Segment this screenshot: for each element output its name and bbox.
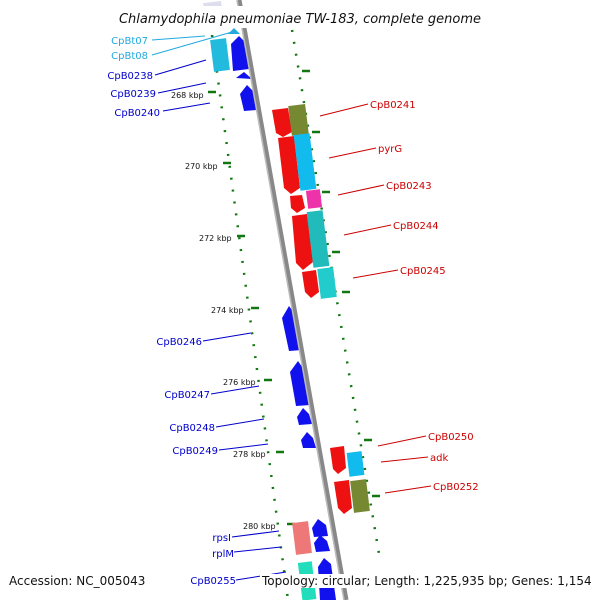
gene-arrow-cpb0245 bbox=[302, 270, 319, 298]
forward-strand-genes bbox=[272, 104, 370, 514]
reverse-gene-labels: CpBt07 CpBt08 CpB0238 CpB0239 CpB0240 Cp… bbox=[107, 36, 236, 587]
tick-label: 278 kbp bbox=[233, 450, 266, 459]
gene-arrow-cpb0243 bbox=[290, 195, 305, 213]
kbp-labels: 268 kbp 270 kbp 272 kbp 274 kbp 276 kbp … bbox=[171, 91, 276, 531]
gene-label: rplM bbox=[212, 549, 234, 560]
gene-label: CpB0238 bbox=[107, 71, 153, 82]
gene-label: CpB0248 bbox=[169, 423, 215, 434]
gene-label: CpB0250 bbox=[428, 432, 474, 443]
diagram-title: Chlamydophila pneumoniae TW-183, complet… bbox=[119, 12, 481, 27]
gene-arrow-cpb0241 bbox=[272, 108, 292, 137]
callout-lines bbox=[151, 31, 432, 581]
gene-arrow-cpb0248 bbox=[297, 408, 312, 425]
gene-arrow-cpb0252 bbox=[334, 480, 352, 514]
gene-arrow-cpb0244 bbox=[292, 214, 313, 270]
gene-label: CpBt07 bbox=[111, 36, 148, 47]
gene-arrow-cpb0250 bbox=[330, 446, 346, 474]
topology-text: Topology: circular; Length: 1,225,935 bp… bbox=[260, 574, 592, 588]
gene-arrow-rpsi-b bbox=[312, 519, 328, 537]
gene-arrow-pyrg bbox=[278, 136, 300, 194]
gene-block-cpb0238 bbox=[210, 38, 230, 72]
backbone bbox=[236, 0, 349, 600]
gene-label: CpB0245 bbox=[400, 266, 446, 277]
tick-marks bbox=[208, 69, 380, 526]
gene-label: CpB0243 bbox=[386, 181, 432, 192]
gene-arrow-rplm bbox=[314, 535, 330, 552]
gene-block-rpsi bbox=[292, 521, 312, 555]
tick-label: 274 kbp bbox=[211, 306, 244, 315]
forward-gene-labels: CpB0241 pyrG CpB0243 CpB0244 CpB0245 CpB… bbox=[370, 100, 479, 493]
gene-label: CpB0249 bbox=[172, 446, 218, 457]
gene-block-cpb0252 bbox=[350, 479, 370, 513]
gene-label: CpB0241 bbox=[370, 100, 416, 111]
gene-block-adk bbox=[346, 451, 365, 477]
tick-label: 272 kbp bbox=[199, 234, 232, 243]
accession-text: Accession: NC_005043 bbox=[9, 574, 146, 588]
gene-block-cpb0244 bbox=[306, 210, 330, 268]
gene-block-pyrg bbox=[293, 133, 317, 191]
reverse-strand-genes bbox=[203, 0, 336, 600]
gene-label: CpB0255 bbox=[190, 576, 236, 587]
gene-arrow-cpb0239 bbox=[236, 72, 252, 79]
gene-label: CpB0247 bbox=[164, 390, 210, 401]
tick-label: 270 kbp bbox=[185, 162, 218, 171]
gene-label: CpB0246 bbox=[156, 337, 202, 348]
tick-label: 280 kbp bbox=[243, 522, 276, 531]
tick-label: 276 kbp bbox=[223, 378, 256, 387]
gene-block-cpb0241 bbox=[288, 104, 309, 136]
gene-label: CpB0244 bbox=[393, 221, 439, 232]
gene-arrow-cpb0249 bbox=[301, 432, 316, 448]
gene-label: CpBt08 bbox=[111, 51, 148, 62]
gene-label: adk bbox=[430, 453, 448, 464]
gene-label: CpB0252 bbox=[433, 482, 479, 493]
gene-label: CpB0239 bbox=[110, 89, 156, 100]
tick-label: 268 kbp bbox=[171, 91, 204, 100]
gene-block-cpb0245 bbox=[317, 267, 337, 299]
gene-block-cpb0243 bbox=[305, 189, 323, 209]
gene-label: pyrG bbox=[378, 144, 402, 155]
gene-label: rpsI bbox=[212, 533, 231, 544]
gene-label: CpB0240 bbox=[114, 108, 160, 119]
